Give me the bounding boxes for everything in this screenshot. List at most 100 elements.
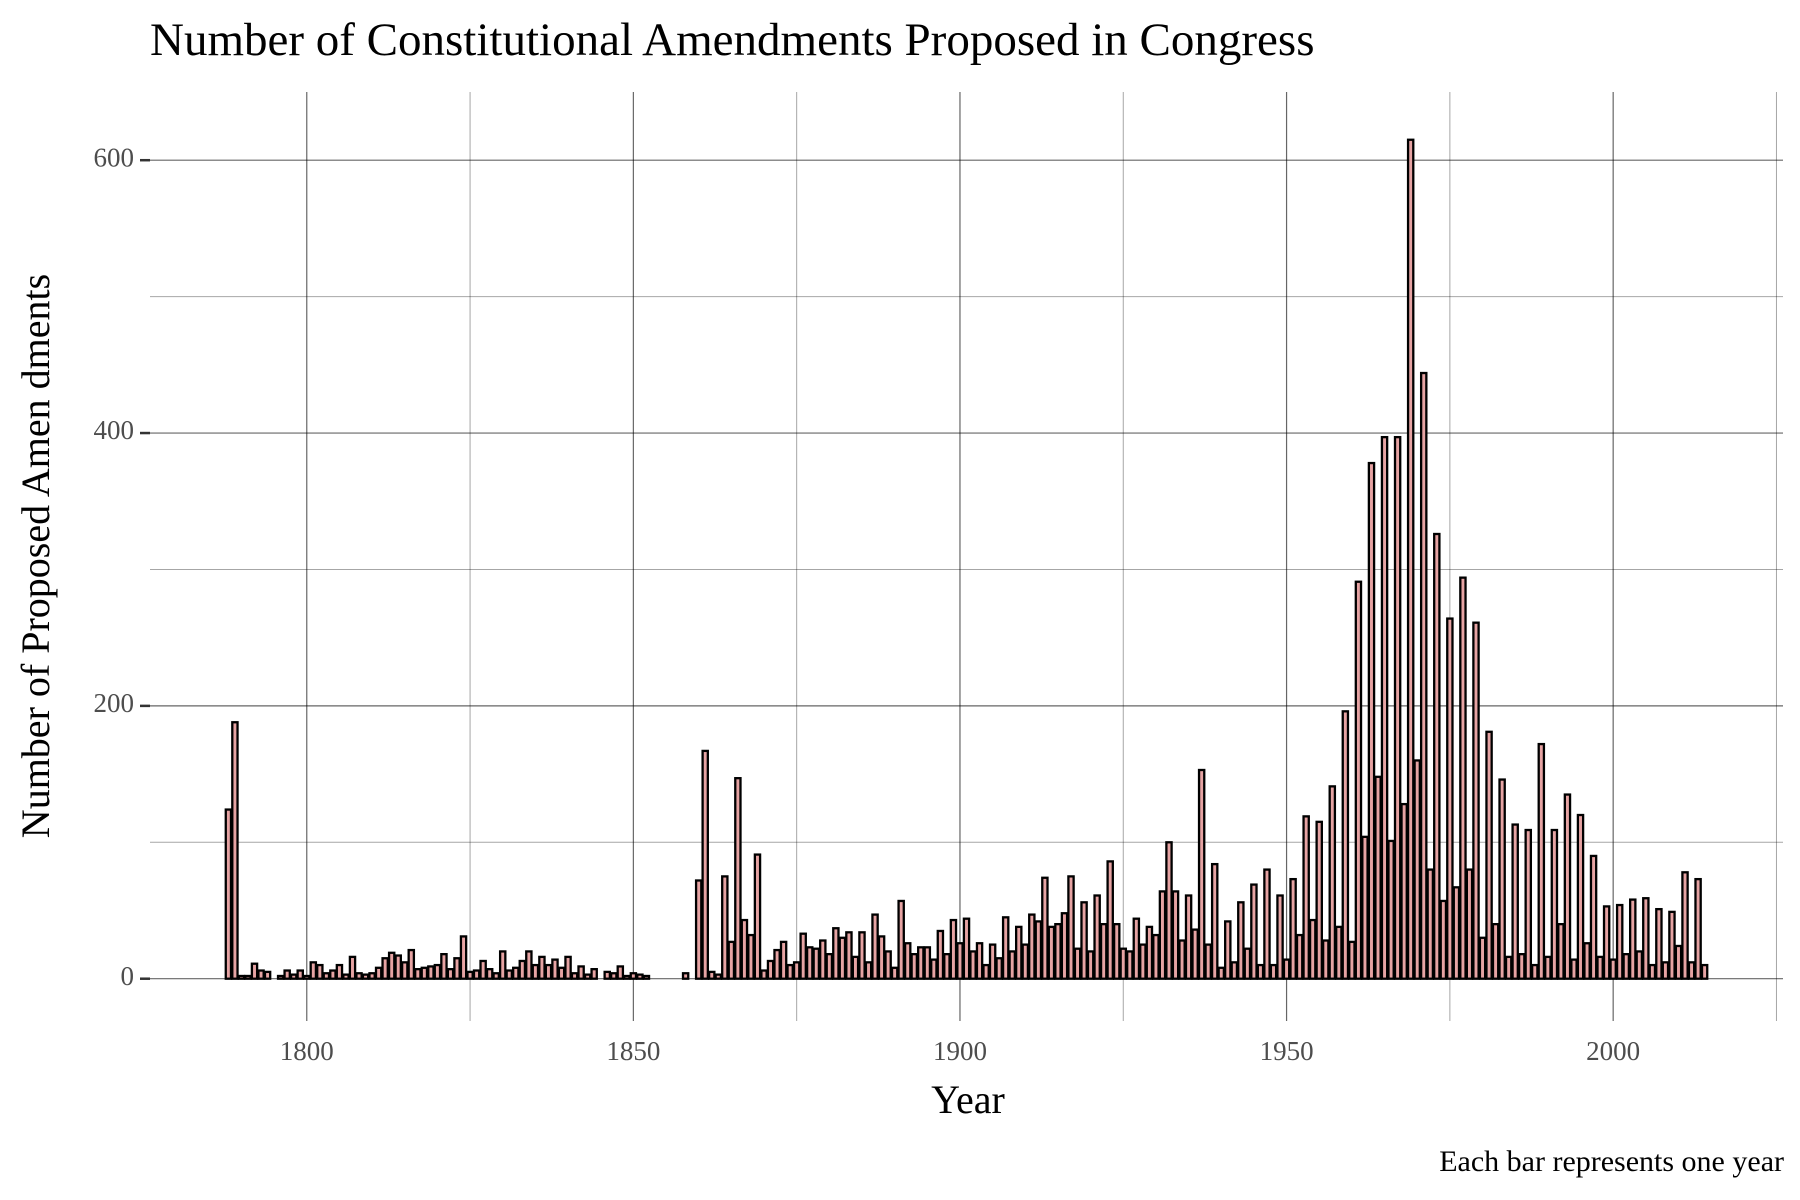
bar	[1315, 820, 1323, 980]
bar	[283, 969, 291, 980]
bar	[453, 957, 461, 980]
bar	[1034, 920, 1043, 980]
bar	[1295, 933, 1304, 980]
bar	[636, 973, 644, 980]
bar	[420, 966, 429, 980]
bar	[1145, 925, 1154, 980]
bar	[1609, 958, 1617, 980]
bar	[400, 961, 409, 980]
bar	[1099, 922, 1108, 980]
bar	[1204, 943, 1212, 980]
y-tick-label: 0	[121, 961, 135, 991]
bar	[610, 972, 618, 980]
bar	[1067, 875, 1075, 980]
bar	[1276, 894, 1284, 980]
bar	[1302, 815, 1310, 980]
bar	[525, 950, 533, 980]
bar	[1060, 912, 1069, 980]
bar	[1230, 961, 1239, 980]
bar	[1504, 955, 1513, 980]
bar	[224, 808, 233, 980]
bar	[1093, 894, 1101, 980]
bar	[1622, 953, 1630, 980]
bar	[1485, 730, 1493, 980]
bar	[1328, 785, 1337, 980]
bar	[1086, 950, 1095, 980]
bar	[1073, 947, 1082, 980]
bar	[799, 932, 807, 980]
bar	[923, 946, 932, 980]
bar	[773, 948, 781, 980]
bar	[1550, 828, 1559, 980]
bar	[1674, 944, 1683, 980]
bar	[577, 965, 585, 980]
bar	[1426, 868, 1435, 980]
bar	[551, 958, 559, 980]
bar	[472, 969, 481, 980]
bar	[505, 969, 514, 980]
bar	[250, 962, 259, 980]
bar	[427, 965, 435, 980]
bar	[747, 933, 755, 980]
bar	[374, 966, 383, 980]
bar	[1557, 922, 1565, 980]
chart-title: Number of Constitutional Amendments Prop…	[150, 14, 1315, 66]
bar	[1126, 950, 1134, 980]
bar	[1171, 890, 1180, 980]
bar	[1472, 621, 1480, 980]
bar	[407, 948, 416, 980]
bar	[1681, 871, 1689, 980]
bar	[296, 969, 304, 980]
bar	[1119, 947, 1128, 980]
bar	[1433, 532, 1441, 980]
bar	[1367, 461, 1376, 980]
bar	[1452, 886, 1461, 980]
bar	[1570, 958, 1578, 980]
bar	[459, 935, 468, 980]
bar	[433, 963, 442, 980]
bar	[1596, 955, 1604, 980]
bar	[1165, 841, 1173, 980]
x-axis-label: Year	[931, 1077, 1005, 1122]
bar	[303, 974, 311, 980]
bar	[1335, 925, 1343, 980]
bar	[727, 940, 736, 980]
bar	[1243, 947, 1252, 980]
bar	[1224, 920, 1232, 980]
bar	[707, 970, 716, 980]
bar	[864, 961, 873, 980]
bar	[276, 974, 285, 980]
x-tick-label: 1950	[1260, 1036, 1314, 1066]
caption: Each bar represents one year	[1439, 1145, 1784, 1178]
bar	[1478, 936, 1487, 980]
bar	[871, 913, 879, 980]
bar	[1263, 868, 1271, 980]
bar	[1184, 894, 1193, 980]
bar	[289, 973, 298, 980]
bar	[381, 957, 389, 980]
bar	[1648, 963, 1657, 980]
bar	[1361, 835, 1369, 980]
bar	[884, 950, 892, 980]
bar	[1047, 925, 1056, 980]
bar	[1642, 897, 1650, 980]
bar	[518, 959, 527, 980]
bar	[1700, 963, 1709, 980]
bar	[1112, 922, 1121, 980]
bar	[845, 931, 853, 980]
bar	[564, 955, 572, 980]
bar	[1080, 901, 1088, 980]
bar	[694, 879, 703, 980]
bar	[1446, 617, 1454, 980]
bar	[858, 931, 866, 980]
bar	[1250, 883, 1258, 980]
bar	[492, 972, 500, 980]
bar	[348, 955, 357, 980]
bar	[1668, 910, 1676, 980]
bar	[838, 936, 847, 980]
bar	[1269, 963, 1278, 980]
bar	[1139, 943, 1147, 980]
bar	[1400, 802, 1408, 980]
bar	[263, 970, 272, 980]
bar	[466, 970, 474, 980]
